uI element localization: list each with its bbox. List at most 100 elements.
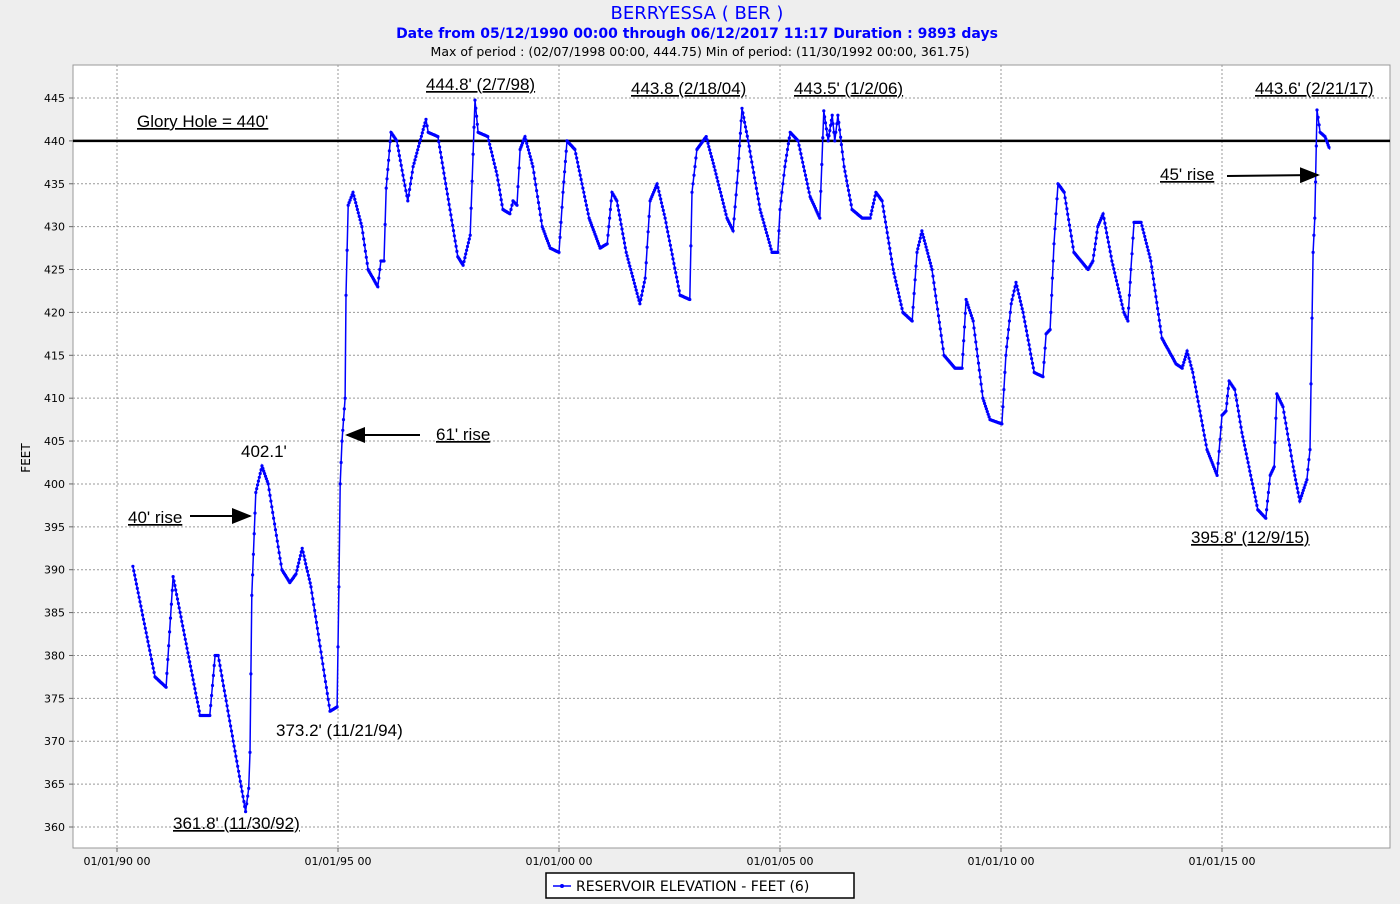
- data-point: [1139, 220, 1143, 224]
- data-point: [582, 190, 586, 194]
- data-point: [677, 289, 681, 293]
- data-point: [209, 703, 213, 708]
- data-point: [645, 245, 649, 249]
- data-point: [706, 141, 710, 145]
- data-point: [1181, 363, 1185, 367]
- data-point: [804, 177, 809, 182]
- y-tick-label: 395: [44, 521, 65, 534]
- data-point: [836, 113, 840, 117]
- data-point: [312, 603, 316, 607]
- data-point: [782, 173, 786, 177]
- data-point: [1317, 123, 1321, 127]
- data-point: [498, 193, 502, 197]
- data-point: [1240, 430, 1244, 435]
- data-point: [617, 213, 622, 217]
- data-point: [134, 582, 138, 586]
- data-point: [868, 216, 872, 220]
- data-point: [178, 610, 182, 615]
- data-point: [1012, 289, 1016, 293]
- data-point: [822, 109, 826, 113]
- data-point: [1109, 254, 1113, 258]
- data-point: [927, 255, 931, 259]
- data-point: [920, 229, 924, 233]
- data-point: [164, 685, 168, 689]
- data-point: [882, 209, 886, 214]
- data-point: [796, 139, 800, 143]
- data-point: [263, 472, 267, 476]
- data-point: [1295, 486, 1299, 490]
- data-point: [319, 650, 323, 654]
- data-point: [885, 231, 889, 235]
- data-point: [829, 123, 833, 127]
- data-point: [622, 241, 627, 245]
- data-point: [364, 255, 368, 259]
- data-point: [1248, 469, 1252, 473]
- data-point: [842, 165, 846, 169]
- data-point: [1201, 428, 1205, 432]
- data-point: [762, 221, 766, 225]
- data-point: [402, 178, 406, 182]
- data-point: [254, 490, 258, 495]
- data-point: [1111, 263, 1115, 267]
- data-point: [195, 696, 199, 700]
- data-point: [1141, 227, 1145, 231]
- data-point: [1128, 280, 1132, 284]
- data-point: [735, 181, 739, 185]
- data-point: [475, 114, 479, 118]
- data-point: [323, 680, 328, 684]
- data-point: [1247, 465, 1251, 469]
- data-point: [644, 261, 648, 265]
- data-point: [965, 300, 969, 304]
- data-point: [1127, 306, 1131, 310]
- data-point: [891, 267, 895, 272]
- data-point: [145, 635, 149, 639]
- data-point: [1290, 459, 1294, 463]
- data-point: [546, 241, 551, 245]
- data-point: [251, 552, 255, 556]
- data-point: [765, 234, 770, 238]
- data-point: [1020, 307, 1024, 311]
- data-point: [1234, 393, 1238, 397]
- data-point: [1249, 473, 1253, 477]
- data-point: [533, 177, 537, 181]
- data-point: [802, 165, 806, 169]
- data-point: [693, 165, 697, 169]
- data-point: [1190, 367, 1194, 371]
- data-point: [976, 354, 980, 358]
- data-point: [1103, 221, 1107, 225]
- data-point: [223, 694, 227, 698]
- data-point: [1183, 358, 1187, 362]
- data-point: [895, 283, 899, 287]
- data-point: [1117, 291, 1121, 295]
- data-point: [721, 201, 725, 205]
- data-point: [1153, 289, 1157, 293]
- data-point: [1308, 448, 1312, 452]
- data-point: [934, 294, 938, 298]
- data-point: [870, 209, 874, 213]
- data-point: [470, 179, 474, 183]
- data-point: [712, 165, 716, 169]
- data-point: [531, 165, 535, 169]
- data-point: [892, 271, 896, 275]
- data-point: [1302, 486, 1306, 490]
- data-point: [422, 124, 426, 128]
- data-point: [1147, 252, 1151, 256]
- data-point: [744, 130, 749, 134]
- data-point: [1245, 456, 1249, 460]
- data-point: [144, 631, 148, 635]
- data-point: [419, 134, 423, 138]
- data-point: [843, 169, 847, 173]
- data-point: [1216, 461, 1220, 465]
- data-point: [921, 232, 925, 236]
- data-point: [326, 697, 330, 702]
- data-point: [714, 172, 718, 176]
- data-point: [169, 602, 173, 606]
- data-point: [818, 216, 822, 220]
- data-point: [778, 207, 782, 212]
- data-point: [980, 389, 984, 393]
- data-point: [273, 522, 277, 526]
- data-point: [237, 769, 241, 773]
- data-point: [248, 750, 252, 755]
- data-point: [1180, 366, 1184, 370]
- data-point: [450, 218, 454, 222]
